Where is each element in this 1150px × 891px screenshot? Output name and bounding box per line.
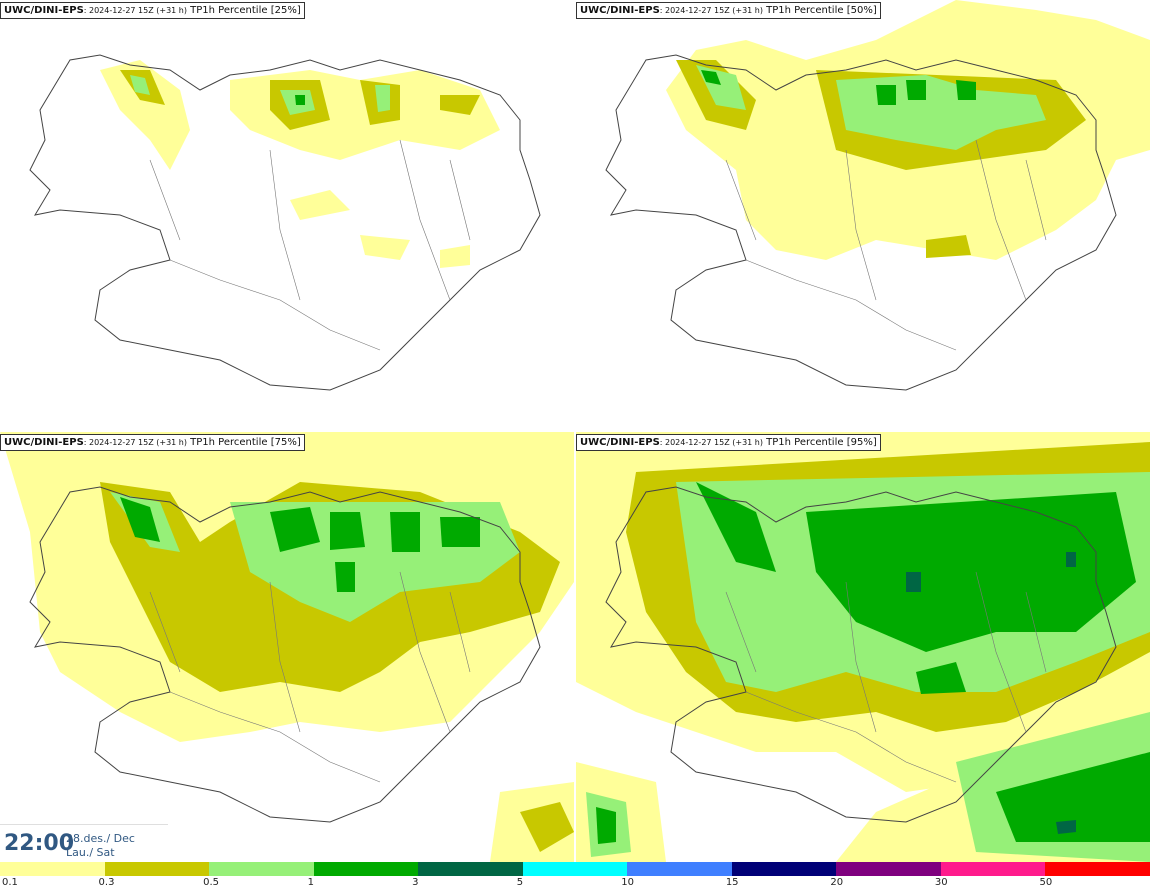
colorbar-swatch: [731, 862, 837, 876]
colorbar-labels: 0.1 0.3 0.5 1 3 5 10 15 20 30 50: [0, 876, 1150, 891]
colorbar-swatch: [209, 862, 314, 876]
colorbar-swatch: [836, 862, 941, 876]
precip-map-p25: [29, 54, 541, 391]
precip-map-p95: [576, 432, 1150, 862]
colorbar-label: 15: [725, 877, 739, 888]
colorbar-label: 0.3: [98, 877, 115, 888]
roads: [149, 139, 471, 351]
precip-fill: [576, 432, 1150, 862]
coastline: [605, 486, 1117, 823]
roads: [725, 571, 1047, 783]
valid-time-box: 22:00 28.des./ Dec Lau./ Sat: [0, 824, 168, 863]
colorbar-label: 50: [1039, 877, 1053, 888]
colorbar-label: 5: [516, 877, 524, 888]
colorbar-label: 0.5: [203, 877, 219, 888]
precip-map-p75: [0, 432, 574, 862]
colorbar-swatch: [940, 862, 1046, 876]
panel-title: UWC/DINI-EPS: 2024-12-27 15Z (+31 h) TP1…: [576, 434, 881, 451]
colorbar-swatch: [418, 862, 523, 876]
coastline: [29, 486, 541, 823]
roads: [725, 139, 1047, 351]
valid-time: 22:00: [4, 831, 75, 856]
colorbar-label: 20: [830, 877, 844, 888]
roads: [149, 571, 471, 783]
colorbar-label: 10: [621, 877, 634, 888]
precip-fill: [100, 60, 500, 268]
colorbar-swatch: [313, 862, 419, 876]
colorbar-swatch: [104, 862, 210, 876]
colorbar-label: 0.1: [2, 877, 18, 888]
colorbar-label: 3: [412, 877, 419, 888]
map-panel-p50: UWC/DINI-EPS: 2024-12-27 15Z (+31 h) TP1…: [576, 0, 1150, 430]
precip-fill: [666, 0, 1150, 260]
colorbar-swatch: [1045, 862, 1150, 876]
coastline: [29, 54, 541, 391]
map-panel-p95: UWC/DINI-EPS: 2024-12-27 15Z (+31 h) TP1…: [576, 432, 1150, 862]
colorbar-swatch: [522, 862, 628, 876]
panel-title: UWC/DINI-EPS: 2024-12-27 15Z (+31 h) TP1…: [0, 434, 305, 451]
precip-fill: [0, 432, 574, 862]
colorbar: [0, 862, 1150, 876]
valid-day: Lau./ Sat: [66, 846, 115, 859]
valid-date: 28.des./ Dec: [66, 832, 135, 845]
panel-title: UWC/DINI-EPS: 2024-12-27 15Z (+31 h) TP1…: [0, 2, 305, 19]
colorbar-label: 1: [307, 877, 314, 888]
colorbar-label: 30: [934, 877, 948, 888]
colorbar-swatch: [627, 862, 732, 876]
map-panel-p25: UWC/DINI-EPS: 2024-12-27 15Z (+31 h) TP1…: [0, 0, 574, 430]
colorbar-swatch: [0, 862, 105, 876]
precip-map-p50: [605, 0, 1150, 391]
coastline: [605, 54, 1117, 391]
map-panel-p75: UWC/DINI-EPS: 2024-12-27 15Z (+31 h) TP1…: [0, 432, 574, 862]
panel-divider: [0, 430, 1150, 432]
panel-title: UWC/DINI-EPS: 2024-12-27 15Z (+31 h) TP1…: [576, 2, 881, 19]
